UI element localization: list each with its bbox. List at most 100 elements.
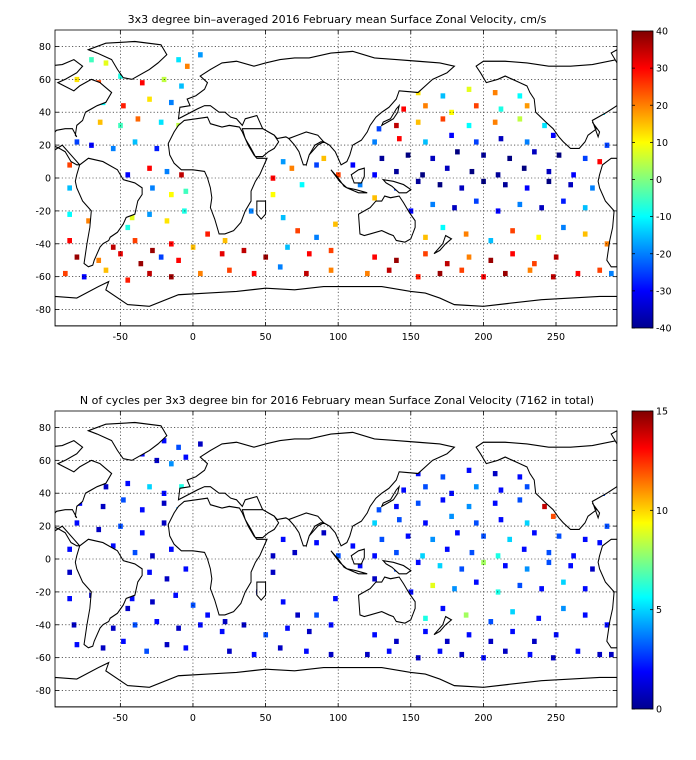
data-bin <box>423 139 428 145</box>
data-bin <box>568 182 574 188</box>
data-bin <box>227 648 232 654</box>
x-axis: -50 0 50 100 150 200 250 <box>113 411 565 724</box>
data-bin <box>423 628 428 635</box>
data-bin <box>550 513 556 520</box>
data-bin <box>328 247 334 254</box>
data-bin <box>444 638 450 644</box>
colorbar-tick-label: 10 <box>656 138 668 149</box>
data-bin <box>179 83 184 89</box>
data-bin <box>488 238 494 244</box>
data-bin <box>507 155 513 162</box>
data-bin <box>503 648 508 654</box>
y-tick-label: -40 <box>35 239 51 250</box>
data-bin <box>158 119 164 125</box>
data-bin <box>459 267 465 273</box>
y-tick-label: -20 <box>35 206 51 217</box>
data-bin <box>365 651 370 658</box>
y-tick-label: -20 <box>35 587 51 598</box>
data-bin <box>401 106 407 112</box>
data-bin <box>125 277 131 283</box>
data-bin <box>455 149 460 155</box>
y-tick-label: 80 <box>39 42 51 53</box>
data-bin <box>336 553 341 559</box>
data-bin <box>372 195 377 201</box>
data-bin <box>263 254 269 260</box>
y-axis: -80 -60 -40 -20 0 20 40 60 80 <box>35 42 617 316</box>
data-bin <box>597 540 603 546</box>
data-bin <box>125 480 131 487</box>
data-bin <box>420 172 425 178</box>
data-bin <box>241 622 247 628</box>
data-bin <box>67 546 72 552</box>
x-tick-label: 200 <box>474 713 492 724</box>
data-bin <box>521 165 527 171</box>
data-bin <box>372 576 377 582</box>
data-bin <box>550 655 556 661</box>
data-bin <box>510 609 515 615</box>
data-bin <box>110 543 116 549</box>
data-bin <box>430 201 436 208</box>
colorbar-axis: 0 5 10 15 <box>632 407 668 716</box>
data-bin <box>553 632 559 638</box>
data-bin <box>125 224 131 231</box>
data-bin <box>144 648 149 654</box>
x-tick-label: -50 <box>113 332 129 343</box>
data-bin <box>169 191 174 198</box>
data-bin <box>270 191 276 198</box>
x-axis: -50 0 50 100 150 200 250 <box>113 30 565 343</box>
data-bin <box>285 244 290 250</box>
data-bin <box>350 162 356 168</box>
data-bin <box>169 461 174 467</box>
data-bin <box>517 201 523 208</box>
data-bin <box>466 122 472 129</box>
y-tick-label: 40 <box>39 489 51 500</box>
data-bin <box>350 543 356 549</box>
data-bin <box>488 638 494 644</box>
data-bin <box>147 270 152 277</box>
data-bin <box>481 178 486 185</box>
data-bin <box>132 622 138 628</box>
data-bin <box>481 533 486 539</box>
data-bin <box>507 536 513 543</box>
data-bin <box>473 579 479 585</box>
data-bin <box>295 612 300 618</box>
data-bin <box>74 139 80 145</box>
data-bin <box>198 52 203 58</box>
data-bin <box>154 457 160 464</box>
colorbar-axis: -40 -30 -20 -10 0 10 20 30 40 <box>632 27 672 335</box>
colorbar-tick-label: 0 <box>656 705 662 716</box>
data-bin <box>292 549 298 556</box>
data-bin <box>158 254 164 260</box>
data-bin <box>150 247 155 254</box>
colorbar-tick-label: 0 <box>656 175 662 186</box>
data-bin <box>89 142 94 148</box>
data-bin <box>176 257 181 263</box>
data-bin <box>466 86 472 92</box>
data-bin <box>222 619 228 625</box>
velocity-panel: 3x3 degree bin–averaged 2016 February me… <box>35 13 672 343</box>
data-bin <box>503 182 508 188</box>
data-bin <box>118 73 123 79</box>
data-bin <box>609 651 614 658</box>
data-bin <box>571 553 576 559</box>
data-bin <box>539 205 544 211</box>
data-bin <box>150 553 155 559</box>
data-bin <box>139 530 145 536</box>
data-bin <box>205 231 210 237</box>
data-bin <box>365 270 370 277</box>
data-bin <box>129 215 135 221</box>
data-bin <box>394 549 399 556</box>
data-bin <box>74 642 80 648</box>
y-tick-label: -80 <box>35 305 51 316</box>
data-bin <box>110 244 116 250</box>
data-bin <box>306 251 312 257</box>
data-bin <box>440 605 446 612</box>
data-bin <box>532 149 537 155</box>
data-bin <box>179 484 184 490</box>
data-bin <box>394 122 399 129</box>
data-bin <box>444 546 450 552</box>
data-bin <box>440 93 446 99</box>
data-bin <box>524 103 530 109</box>
data-bin <box>173 592 179 598</box>
data-bin <box>582 205 588 211</box>
